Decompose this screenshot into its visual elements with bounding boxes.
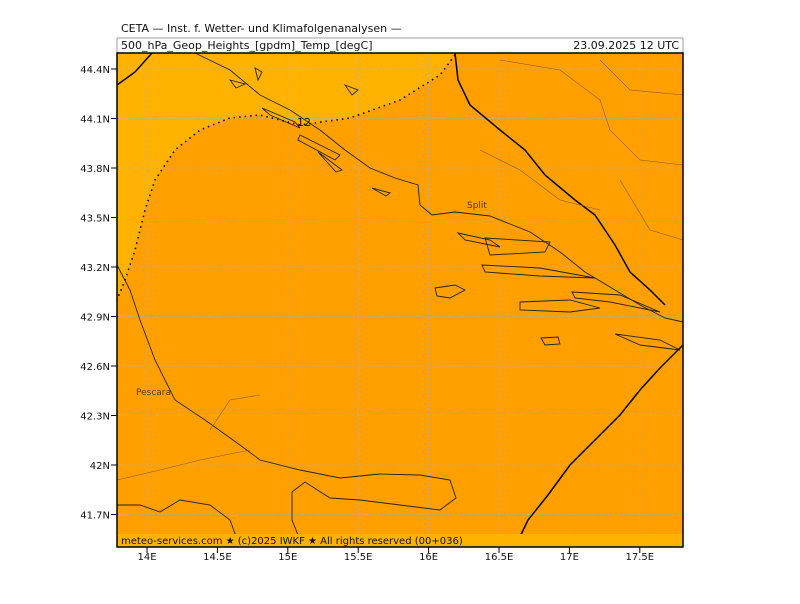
croatia-coast	[194, 52, 684, 323]
place-label: Pescara	[136, 388, 171, 398]
lat-label: 42.9N	[80, 313, 110, 324]
border-line	[454, 52, 666, 306]
lat-label: 42.3N	[80, 412, 110, 423]
lat-label: 44.1N	[80, 115, 110, 126]
lon-label: 16.5E	[485, 552, 514, 563]
lon-label: 17E	[560, 552, 579, 563]
province-lines	[116, 59, 684, 481]
contour-line	[116, 54, 456, 301]
lon-label: 16E	[419, 552, 438, 563]
place-label: Split	[467, 201, 487, 211]
lon-label: 15.5E	[344, 552, 373, 563]
italy-coast	[116, 264, 457, 548]
title: CETA — Inst. f. Wetter- und Klimafolgena…	[121, 22, 402, 35]
map-area: 12 Split Pescara meteo-services.com ★ (c…	[116, 52, 684, 548]
islands	[228, 67, 681, 351]
border-line	[116, 52, 153, 86]
contour-label: 12	[297, 116, 311, 129]
grid	[117, 53, 683, 547]
gargano	[117, 499, 241, 548]
footer: meteo-services.com ★ (c)2025 IWKF ★ All …	[121, 536, 463, 547]
lat-label: 43.5N	[80, 214, 110, 225]
lat-label: 42N	[90, 461, 110, 472]
lat-label: 43.8N	[80, 164, 110, 175]
valid-time: 23.09.2025 12 UTC	[573, 39, 679, 52]
map-frame	[116, 52, 684, 548]
lat-label: 41.7N	[80, 511, 110, 522]
lon-label: 14.5E	[203, 552, 232, 563]
parameter: 500_hPa_Geop_Heights_[gpdm]_Temp_[degC]	[121, 39, 373, 52]
warm-field	[117, 53, 455, 300]
border-line	[514, 344, 684, 548]
footer-bar	[117, 534, 683, 547]
lat-label: 42.6N	[80, 362, 110, 373]
lat-label: 44.4N	[80, 65, 110, 76]
lat-label: 43.2N	[80, 263, 110, 274]
lon-label: 15E	[278, 552, 297, 563]
lon-label: 14E	[137, 552, 156, 563]
lon-label: 17.5E	[626, 552, 655, 563]
